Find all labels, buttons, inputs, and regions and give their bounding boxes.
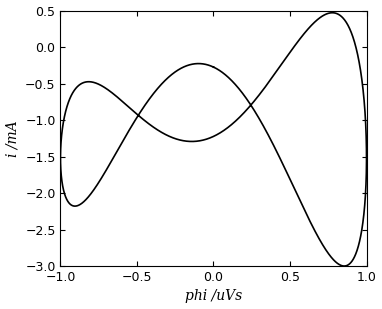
X-axis label: phi /uVs: phi /uVs: [185, 290, 242, 303]
Y-axis label: i /mA: i /mA: [6, 120, 19, 157]
